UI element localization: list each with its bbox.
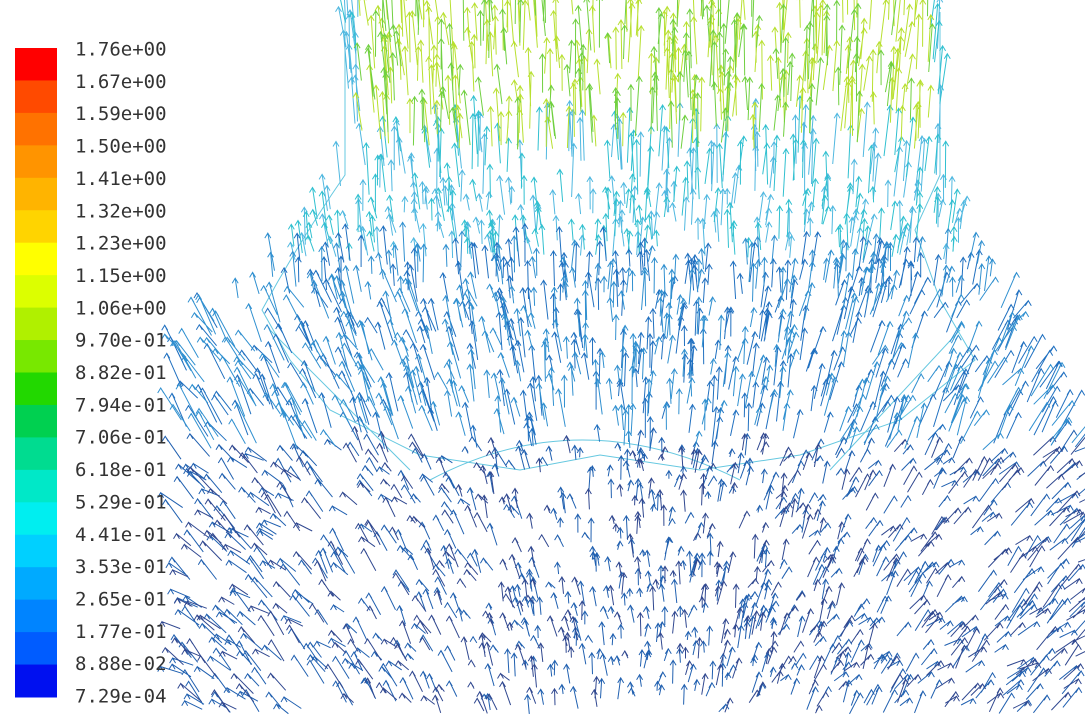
colorbar-label: 8.88e-02 bbox=[75, 653, 167, 675]
color-band bbox=[15, 632, 57, 666]
colorbar-label: 8.82e-01 bbox=[75, 362, 167, 384]
colorbar-label: 1.41e+00 bbox=[75, 168, 167, 190]
colorbar-label: 1.59e+00 bbox=[75, 103, 167, 125]
geometry-outline bbox=[261, 12, 976, 481]
colorbar-label: 1.50e+00 bbox=[75, 136, 167, 158]
velocity-arrows bbox=[157, 427, 1085, 715]
colorbar-label: 7.94e-01 bbox=[75, 394, 167, 416]
colorbar-label: 7.29e-04 bbox=[75, 686, 167, 708]
color-band bbox=[15, 664, 57, 698]
color-band bbox=[15, 502, 57, 536]
velocity-arrows bbox=[353, 0, 936, 150]
velocity-arrows bbox=[157, 221, 1085, 451]
color-band bbox=[15, 112, 57, 146]
color-band bbox=[15, 534, 57, 568]
color-band bbox=[15, 404, 57, 438]
nozzle-outline bbox=[261, 12, 976, 471]
color-band bbox=[15, 210, 57, 244]
color-band bbox=[15, 275, 57, 309]
color-band bbox=[15, 469, 57, 503]
color-band bbox=[15, 48, 57, 81]
colorbar-label: 1.77e-01 bbox=[75, 621, 167, 643]
colorbar-label: 1.06e+00 bbox=[75, 297, 167, 319]
color-band bbox=[15, 307, 57, 341]
color-band bbox=[15, 177, 57, 211]
color-band bbox=[15, 567, 57, 601]
colorbar-label: 7.06e-01 bbox=[75, 427, 167, 449]
colorbar-label: 4.41e-01 bbox=[75, 524, 167, 546]
color-band bbox=[15, 599, 57, 633]
color-band bbox=[15, 340, 57, 373]
colorbar-label: 3.53e-01 bbox=[75, 556, 167, 578]
colorbar-label: 1.32e+00 bbox=[75, 200, 167, 222]
colorbar-label: 9.70e-01 bbox=[75, 330, 167, 352]
colorbar-label: 1.23e+00 bbox=[75, 233, 167, 255]
color-band bbox=[15, 372, 57, 406]
color-band bbox=[15, 145, 57, 179]
arc-outline bbox=[429, 439, 741, 481]
colorbar-label: 1.67e+00 bbox=[75, 71, 167, 93]
colorbar-label: 1.76e+00 bbox=[75, 39, 167, 61]
wall-outline bbox=[269, 329, 961, 471]
velocity-arrows bbox=[158, 425, 1085, 714]
color-band bbox=[15, 80, 57, 114]
colorbar: 1.76e+00 1.67e+00 1.59e+00 1.50e+00 1.41e+00… bbox=[15, 39, 167, 708]
colorbar-label: 1.15e+00 bbox=[75, 265, 167, 287]
colorbar-label: 2.65e-01 bbox=[75, 588, 167, 610]
colorbar-label: 5.29e-01 bbox=[75, 491, 167, 513]
colorbar-label: 6.18e-01 bbox=[75, 459, 167, 481]
color-band bbox=[15, 437, 57, 471]
color-band bbox=[15, 242, 57, 276]
